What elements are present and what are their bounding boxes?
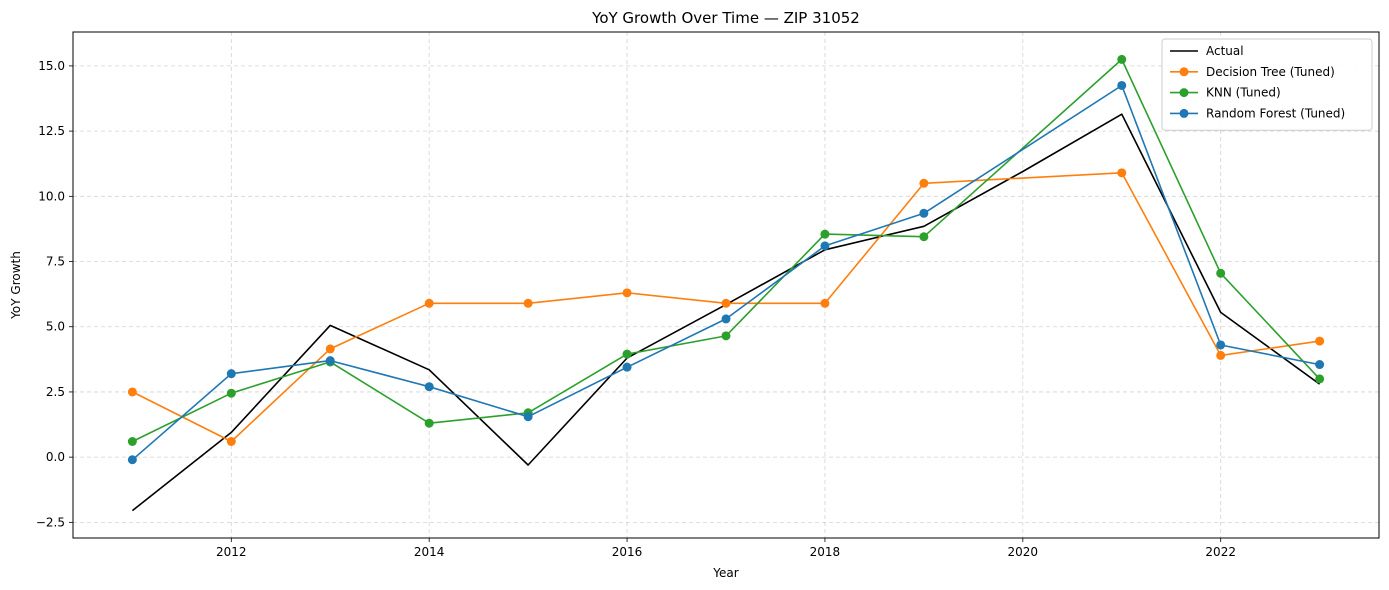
data-point [325, 344, 335, 354]
y-tick-label: 5.0 [46, 320, 65, 334]
y-tick-label: 7.5 [46, 255, 65, 269]
data-point [127, 387, 137, 397]
x-tick-label: 2020 [1008, 545, 1039, 559]
y-tick-label: 15.0 [38, 59, 65, 73]
data-point [721, 314, 731, 324]
series-line-2 [132, 58, 1321, 443]
legend-marker [1179, 108, 1189, 118]
data-point [523, 412, 533, 422]
data-point [523, 298, 533, 308]
data-point [919, 178, 929, 188]
data-point [919, 208, 929, 218]
data-point [226, 436, 236, 446]
x-axis-label: Year [712, 566, 738, 580]
y-tick-label: 0.0 [46, 450, 65, 464]
x-tick-label: 2014 [414, 545, 445, 559]
series-layer [127, 54, 1325, 512]
x-tick-label: 2016 [612, 545, 643, 559]
data-point [1315, 336, 1325, 346]
data-point [424, 382, 434, 392]
y-tick-label: 12.5 [38, 124, 65, 138]
data-point [127, 455, 137, 465]
data-point [1216, 350, 1226, 360]
data-point [622, 362, 632, 372]
data-point [127, 436, 137, 446]
data-point [1117, 80, 1127, 90]
data-point [424, 298, 434, 308]
axis-ticks: 2012 2014 2016 2018 2020 2022 −2.5 0.0 2.5 5.0 7.5… [36, 59, 1236, 559]
chart-title: YoY Growth Over Time — ZIP 31052 [591, 9, 860, 27]
legend-label: Decision Tree (Tuned) [1206, 65, 1335, 79]
data-point [820, 229, 830, 239]
data-point [721, 298, 731, 308]
data-point [1117, 54, 1127, 64]
legend-marker [1179, 67, 1189, 77]
data-point [622, 349, 632, 359]
series-line-0 [131, 113, 1321, 512]
data-point [820, 298, 830, 308]
data-point [622, 288, 632, 298]
legend-label: KNN (Tuned) [1206, 86, 1281, 100]
x-tick-label: 2012 [216, 545, 247, 559]
series-line-3 [131, 84, 1320, 461]
plot-frame [72, 31, 1380, 539]
legend-box [1161, 38, 1373, 131]
series-line-1 [132, 172, 1320, 443]
y-tick-label: −2.5 [36, 515, 65, 529]
data-point [1216, 340, 1226, 350]
data-point [226, 388, 236, 398]
x-tick-label: 2018 [810, 545, 841, 559]
data-point [1315, 374, 1325, 384]
y-tick-label: 2.5 [46, 385, 65, 399]
legend-marker [1179, 88, 1189, 98]
data-point [1216, 268, 1226, 278]
data-point [1315, 360, 1325, 370]
data-point [721, 331, 731, 341]
data-point [325, 356, 335, 366]
legend-label: Actual [1206, 44, 1244, 58]
x-tick-label: 2022 [1205, 545, 1236, 559]
data-point [226, 369, 236, 379]
y-axis-label: YoY Growth [9, 251, 23, 320]
y-tick-label: 10.0 [38, 189, 65, 203]
data-point [919, 232, 929, 242]
data-point [424, 418, 434, 428]
data-point [1117, 168, 1127, 178]
legend-label: Random Forest (Tuned) [1206, 106, 1345, 120]
data-point [820, 241, 830, 251]
legend: Actual Decision Tree (Tuned) KNN (Tuned) Ra… [1161, 38, 1373, 131]
